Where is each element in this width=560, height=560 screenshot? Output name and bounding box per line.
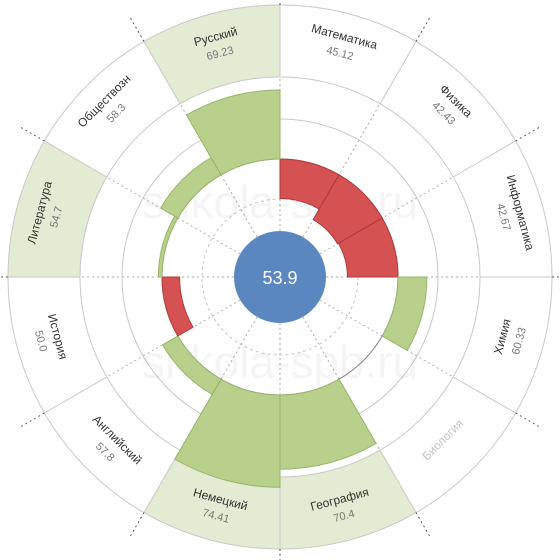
score-bar [381, 276, 428, 352]
baseline-arc [338, 335, 383, 380]
score-bar [174, 378, 281, 488]
sector-divider-outer [452, 376, 516, 414]
sector-divider-outer [143, 41, 181, 105]
subject-name: Биология [419, 416, 466, 463]
center-value: 53.9 [262, 268, 297, 288]
highlight-sector [280, 450, 416, 549]
center-badge: 53.9 [234, 231, 326, 323]
sector-divider-outer [379, 41, 417, 105]
axis-extension [415, 512, 431, 538]
highlight-sector [8, 141, 107, 277]
axis-extension [129, 16, 145, 42]
subject-value: 50.0 [32, 329, 49, 353]
axis-extension [129, 512, 145, 538]
score-bars [157, 89, 428, 488]
subject-value: 42.67 [494, 202, 513, 232]
score-bar [185, 89, 281, 176]
score-bar [337, 217, 399, 278]
axis-extension [515, 126, 541, 142]
sector-divider-outer [143, 449, 181, 513]
subject-value: 54.7 [48, 205, 65, 229]
subject-name: Математика [310, 21, 379, 52]
axis-extension [515, 412, 541, 428]
subject-value: 70.4 [332, 508, 356, 525]
score-bar [161, 335, 222, 396]
subject-value: 60.33 [510, 326, 529, 356]
sector-divider-outer [44, 376, 108, 414]
axis-extension [415, 16, 431, 42]
axis-extension [19, 126, 45, 142]
subject-value: 45.12 [325, 44, 355, 63]
sector-divider-outer [379, 449, 417, 513]
subject-name: Английский [90, 412, 145, 467]
sector-divider-outer [452, 140, 516, 178]
center-circle [234, 231, 326, 323]
highlight-sector [144, 5, 280, 104]
subject-name: История [45, 312, 71, 361]
score-bar [161, 276, 194, 337]
subject-name: Обществозн [75, 72, 134, 131]
axis-extension [19, 412, 45, 428]
sector-divider-outer [44, 140, 108, 178]
score-bar [279, 378, 377, 470]
